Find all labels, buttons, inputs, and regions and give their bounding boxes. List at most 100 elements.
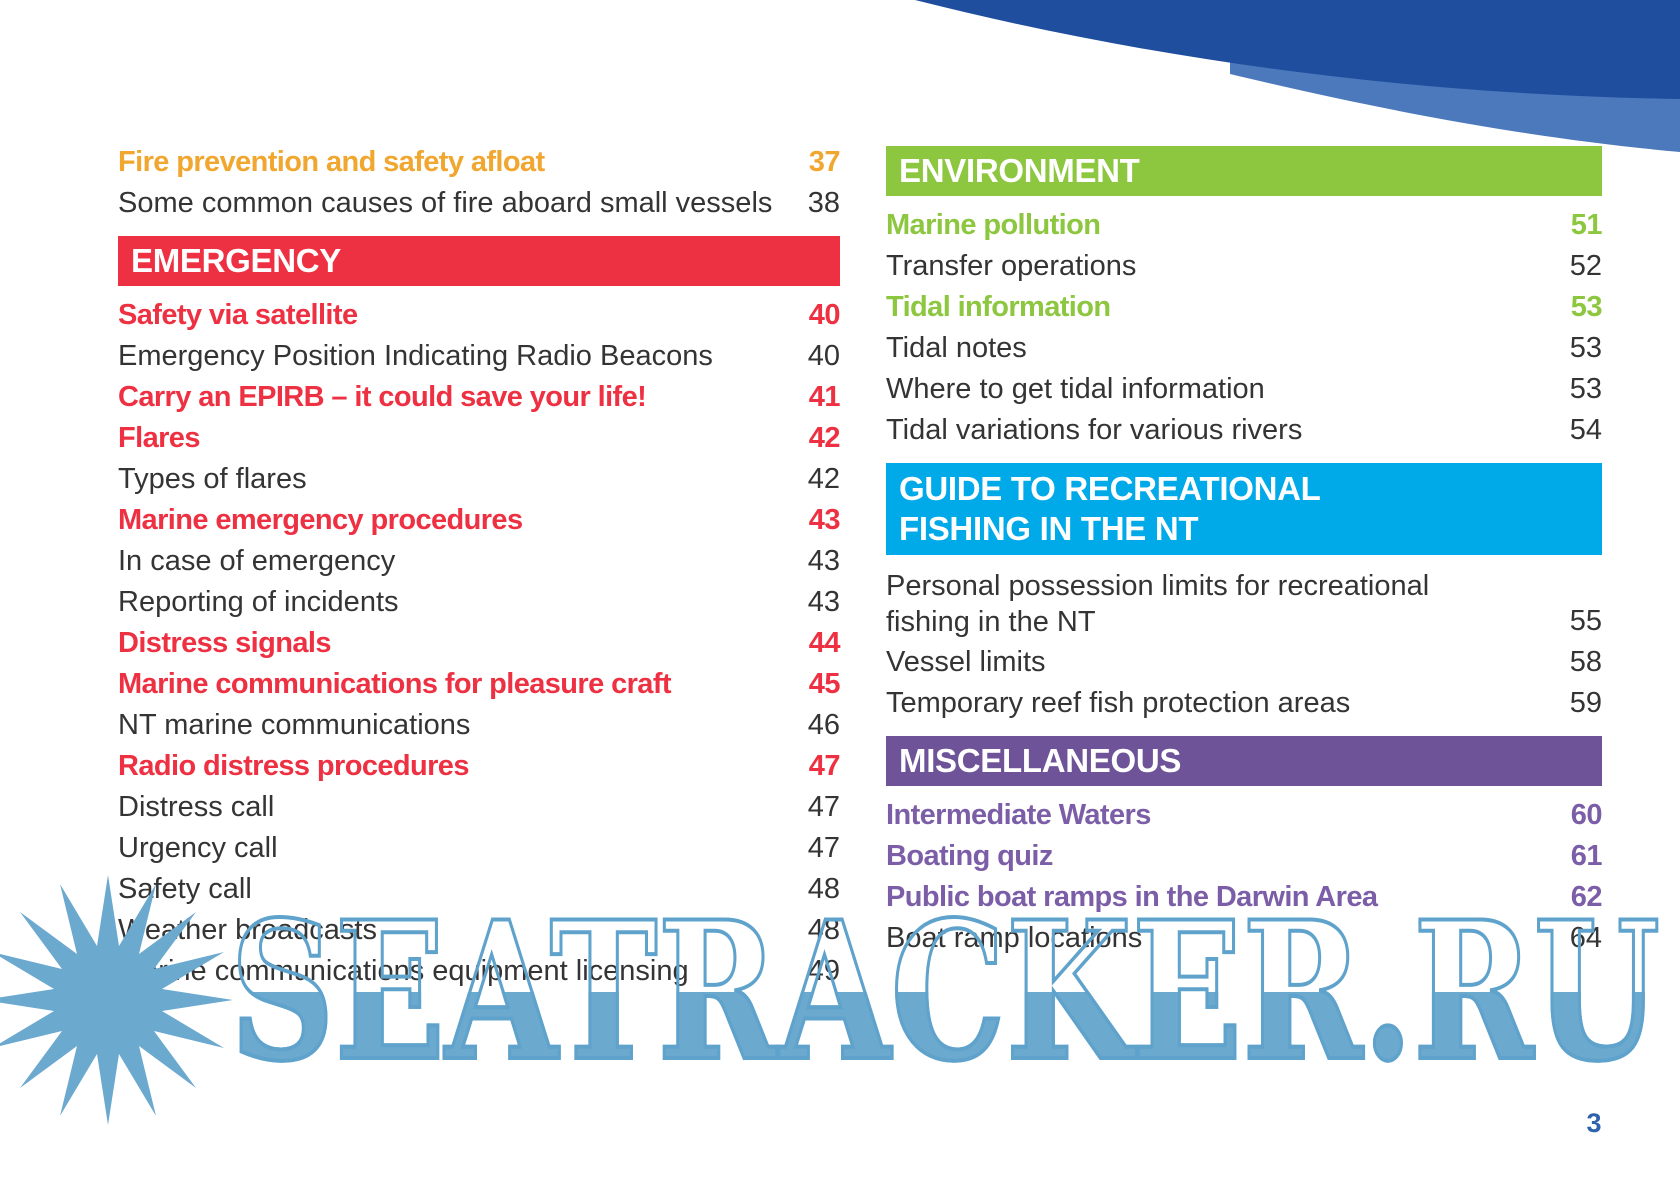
toc-entry-page: 42	[808, 422, 841, 454]
toc-entry-label: Boating quiz	[886, 840, 1053, 872]
toc-entry-page: 52	[1569, 250, 1602, 282]
toc-entry-page: 47	[808, 750, 841, 782]
toc-row-weather-broadcasts: Weather broadcasts 48	[118, 910, 840, 951]
toc-entry-label: Distress call	[118, 791, 275, 823]
toc-row-emergency-position-indicatin: Emergency Position Indicating Radio Beac…	[118, 336, 840, 377]
section-banner-label: EMERGENCY	[131, 242, 341, 279]
toc-row-intermediate-waters: Intermediate Waters 60	[886, 795, 1603, 836]
toc-row-reporting-of-incidents: Reporting of incidents 43	[118, 582, 840, 623]
toc-entry-page: 37	[808, 146, 841, 178]
toc-entry-page: 64	[1569, 922, 1602, 954]
toc-row-tidal-notes: Tidal notes 53	[886, 328, 1602, 369]
page-number: 3	[1586, 1108, 1602, 1138]
toc-entry-page: 38	[807, 187, 840, 219]
toc-row-distress-call: Distress call 47	[118, 787, 840, 828]
toc-entry-page: 43	[807, 586, 840, 618]
toc-entry-page: 58	[1569, 646, 1602, 678]
toc-entry-label: Marine emergency procedures	[118, 504, 523, 536]
toc-entry-label: Where to get tidal information	[886, 373, 1265, 405]
toc-row-vessel-limits: Vessel limits 58	[886, 642, 1602, 683]
toc-row-types-of-flares: Types of flares 42	[118, 459, 840, 500]
toc-entry-label: Flares	[118, 422, 200, 454]
toc-row-marine-emergency-procedures: Marine emergency procedures 43	[118, 500, 841, 541]
toc-entry-label: Transfer operations	[886, 250, 1137, 282]
toc-entry-page: 59	[1569, 687, 1602, 719]
toc-entry-page: 51	[1570, 209, 1603, 241]
toc-entry-page: 53	[1569, 332, 1602, 364]
toc-entry-label: Intermediate Waters	[886, 799, 1151, 831]
toc-row-in-case-of-emergency: In case of emergency 43	[118, 541, 840, 582]
toc-row-where-to-get-tidal-informati: Where to get tidal information 53	[886, 369, 1602, 410]
toc-entry-page: 61	[1570, 840, 1603, 872]
toc-row-safety-via-satellite: Safety via satellite 40	[118, 295, 841, 336]
toc-entry-label: Carry an EPIRB – it could save your life…	[118, 381, 647, 413]
toc-row-boating-quiz: Boating quiz 61	[886, 836, 1603, 877]
toc-row-urgency-call: Urgency call 47	[118, 828, 840, 869]
toc-entry-label: Fire prevention and safety afloat	[118, 146, 545, 178]
toc-entry-label: Weather broadcasts	[118, 914, 377, 946]
toc-entry-page: 48	[807, 914, 840, 946]
toc-entry-label: Safety via satellite	[118, 299, 358, 331]
toc-entry-label: Temporary reef fish protection areas	[886, 687, 1351, 719]
toc-row-public-boat-ramps-in-the-dar: Public boat ramps in the Darwin Area 62	[886, 877, 1603, 918]
toc-entry-page: 62	[1570, 881, 1603, 913]
toc-entry-label: Safety call	[118, 873, 252, 905]
toc-row-flares: Flares 42	[118, 418, 841, 459]
section-banner-label: GUIDE TO RECREATIONAL FISHING IN THE NT	[899, 470, 1320, 547]
toc-row-marine-communications-equipm: Marine communications equipment licensin…	[118, 951, 840, 992]
toc-entry-page: 48	[807, 873, 840, 905]
toc-entry-page: 40	[808, 299, 841, 331]
toc-row-personal-possession-limits-f: Personal possession limits for recreatio…	[886, 564, 1602, 642]
toc-entry-label: Distress signals	[118, 627, 331, 659]
swoosh-light-band	[1230, 0, 1680, 152]
toc-entry-page: 53	[1570, 291, 1603, 323]
toc-row-tidal-variations-for-various: Tidal variations for various rivers 54	[886, 410, 1602, 451]
toc-entry-page: 47	[807, 791, 840, 823]
toc-row-distress-signals: Distress signals 44	[118, 623, 841, 664]
section-banner-emergency: EMERGENCY	[118, 236, 840, 286]
toc-entry-label: Tidal variations for various rivers	[886, 414, 1303, 446]
toc-entry-label: Vessel limits	[886, 646, 1046, 678]
toc-entry-page: 49	[807, 955, 840, 987]
section-banner-environment: ENVIRONMENT	[886, 146, 1602, 196]
toc-entry-label: Emergency Position Indicating Radio Beac…	[118, 340, 713, 372]
section-banner-miscellaneous: MISCELLANEOUS	[886, 736, 1602, 786]
toc-entry-label: NT marine communications	[118, 709, 471, 741]
section-banner-label: MISCELLANEOUS	[899, 742, 1182, 779]
toc-entry-label: Types of flares	[118, 463, 307, 495]
section-banner-label: ENVIRONMENT	[899, 152, 1140, 189]
toc-column-right: ENVIRONMENT Marine pollution 51 Transfer op…	[886, 146, 1603, 959]
toc-entry-label: Marine communications for pleasure craft	[118, 668, 672, 700]
toc-row-nt-marine-communications: NT marine communications 46	[118, 705, 840, 746]
toc-entry-label: Urgency call	[118, 832, 278, 864]
toc-entry-label: Tidal notes	[886, 332, 1027, 364]
toc-row-carry-an-epirb-it-could-save: Carry an EPIRB – it could save your life…	[118, 377, 841, 418]
toc-entry-page: 55	[1569, 605, 1602, 637]
toc-entry-label: In case of emergency	[118, 545, 396, 577]
toc-row-radio-distress-procedures: Radio distress procedures 47	[118, 746, 841, 787]
swoosh-dark-band	[915, 0, 1680, 99]
toc-row-tidal-information: Tidal information 53	[886, 287, 1603, 328]
toc-row-marine-communications-for-pl: Marine communications for pleasure craft…	[118, 664, 841, 705]
toc-entry-page: 44	[808, 627, 841, 659]
toc-entry-page: 42	[807, 463, 840, 495]
section-banner-guide-to-recreational-fishin: GUIDE TO RECREATIONAL FISHING IN THE NT	[886, 463, 1602, 555]
toc-entry-label: Tidal information	[886, 291, 1111, 323]
toc-entry-page: 47	[807, 832, 840, 864]
toc-entry-label: Some common causes of fire aboard small …	[118, 187, 773, 219]
toc-entry-page: 60	[1570, 799, 1603, 831]
toc-entry-page: 54	[1569, 414, 1602, 446]
toc-row-marine-pollution: Marine pollution 51	[886, 205, 1603, 246]
toc-row-boat-ramp-locations: Boat ramp locations 64	[886, 918, 1602, 959]
toc-entry-label: Public boat ramps in the Darwin Area	[886, 881, 1378, 913]
toc-row-safety-call: Safety call 48	[118, 869, 840, 910]
toc-entry-label: Marine communications equipment licensin…	[118, 955, 689, 987]
toc-entry-page: 53	[1569, 373, 1602, 405]
toc-entry-label: Marine pollution	[886, 209, 1101, 241]
toc-entry-label: Reporting of incidents	[118, 586, 399, 618]
toc-row-transfer-operations: Transfer operations 52	[886, 246, 1602, 287]
toc-entry-page: 40	[807, 340, 840, 372]
toc-entry-label: Radio distress procedures	[118, 750, 469, 782]
toc-entry-label: Personal possession limits for recreatio…	[886, 570, 1430, 638]
toc-row-fire-prevention-and-safety-a: Fire prevention and safety afloat 37	[118, 142, 841, 183]
